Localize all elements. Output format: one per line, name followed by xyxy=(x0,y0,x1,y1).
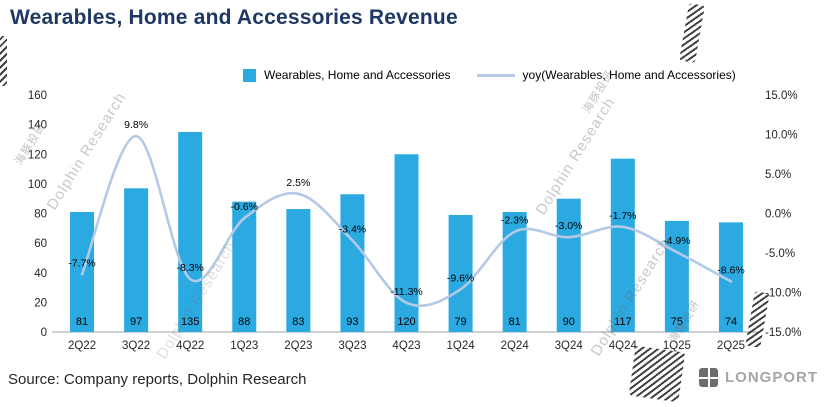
bar-value-label: 74 xyxy=(725,316,737,328)
yoy-label: -11.3% xyxy=(390,286,423,298)
legend-bar-label: Wearables, Home and Accessories xyxy=(264,68,451,82)
left-axis-tick: 60 xyxy=(34,238,47,250)
bar-value-label: 97 xyxy=(130,316,142,328)
page-title: Wearables, Home and Accessories Revenue xyxy=(10,6,458,29)
legend-line-label: yoy(Wearables, Home and Accessories) xyxy=(522,68,736,82)
x-axis-category: 1Q24 xyxy=(447,340,476,352)
right-axis-tick: 0.0% xyxy=(765,209,791,221)
x-axis-category: 3Q22 xyxy=(122,340,150,352)
left-axis-tick: 100 xyxy=(28,179,47,191)
right-axis-tick: -15.0% xyxy=(765,327,801,339)
bar-value-label: 83 xyxy=(292,316,304,328)
bar-value-label: 120 xyxy=(397,316,415,328)
left-axis-tick: 160 xyxy=(28,90,47,102)
left-axis-tick: 40 xyxy=(34,268,47,280)
yoy-label: -8.6% xyxy=(717,264,744,276)
right-axis-tick: 5.0% xyxy=(765,169,791,181)
legend: Wearables, Home and Accessories yoy(Wear… xyxy=(243,68,736,82)
longport-logo-icon xyxy=(699,368,718,387)
x-axis-category: 2Q23 xyxy=(284,340,312,352)
yoy-label: -1.7% xyxy=(609,210,636,222)
bar-2Q23 xyxy=(286,209,311,332)
yoy-label: -8.3% xyxy=(176,262,203,274)
yoy-label: -0.6% xyxy=(231,201,258,213)
x-axis-category: 1Q25 xyxy=(663,340,691,352)
bar-1Q24 xyxy=(448,214,473,332)
legend-line-swatch xyxy=(476,73,515,77)
yoy-label: 2.5% xyxy=(286,177,310,189)
bar-3Q22 xyxy=(124,188,149,332)
yoy-line xyxy=(80,134,733,308)
x-axis-category: 1Q23 xyxy=(230,340,258,352)
bar-value-label: 81 xyxy=(509,316,521,328)
left-axis-tick: 140 xyxy=(28,120,47,132)
bar-1Q23 xyxy=(232,201,257,332)
bar-2Q24 xyxy=(502,212,527,332)
longport-label: LONGPORT xyxy=(725,369,818,386)
yoy-label: -2.3% xyxy=(501,215,528,227)
right-axis-tick: 15.0% xyxy=(765,90,798,102)
x-axis-category: 2Q22 xyxy=(68,340,96,352)
yoy-label: -4.9% xyxy=(663,235,690,247)
bar-value-label: 81 xyxy=(76,316,88,328)
right-axis-tick: -10.0% xyxy=(765,288,801,300)
x-axis-category: 4Q22 xyxy=(176,340,204,352)
longport-branding: LONGPORT xyxy=(699,368,818,387)
bar-value-label: 75 xyxy=(671,316,683,328)
bar-3Q24 xyxy=(556,198,581,332)
right-axis-tick: 10.0% xyxy=(765,130,798,142)
x-axis-category: 2Q24 xyxy=(501,340,530,352)
source-note: Source: Company reports, Dolphin Researc… xyxy=(8,371,307,388)
bar-value-label: 90 xyxy=(563,316,575,328)
left-axis-tick: 0 xyxy=(41,327,47,339)
yoy-label: -9.6% xyxy=(447,272,474,284)
x-axis-category: 4Q23 xyxy=(392,340,420,352)
bar-value-label: 135 xyxy=(181,316,199,328)
x-axis-category: 3Q24 xyxy=(555,340,584,352)
x-axis-category: 2Q25 xyxy=(717,340,745,352)
left-axis-tick: 120 xyxy=(28,149,47,161)
bar-value-label: 79 xyxy=(454,316,466,328)
x-axis-category: 4Q24 xyxy=(609,340,638,352)
left-axis-tick: 80 xyxy=(34,209,47,221)
right-axis-tick: -5.0% xyxy=(765,248,795,260)
bar-value-label: 93 xyxy=(346,316,358,328)
yoy-label: -3.0% xyxy=(555,220,582,232)
bar-1Q25 xyxy=(664,220,689,332)
x-axis-category: 3Q23 xyxy=(338,340,366,352)
bar-value-label: 117 xyxy=(614,316,632,328)
bar-value-label: 88 xyxy=(238,316,250,328)
bar-3Q23 xyxy=(340,194,365,332)
yoy-label: -3.4% xyxy=(339,223,366,235)
left-axis-tick: 20 xyxy=(34,297,47,309)
yoy-label: -7.7% xyxy=(68,257,95,269)
legend-bar-swatch xyxy=(243,68,256,82)
yoy-label: 9.8% xyxy=(124,119,148,131)
bar-4Q22 xyxy=(178,132,203,332)
bar-4Q24 xyxy=(610,158,635,332)
